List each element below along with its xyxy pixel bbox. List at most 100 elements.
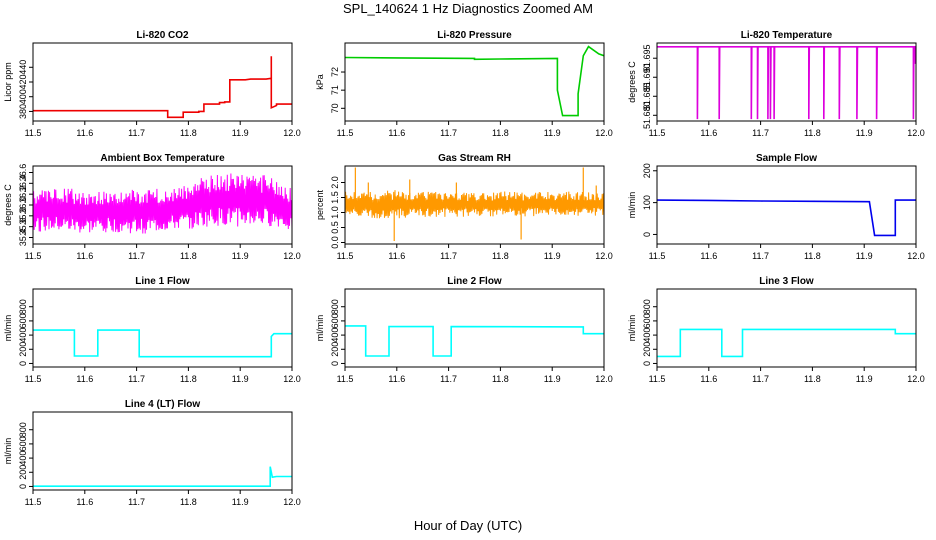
panel-title: Sample Flow xyxy=(756,153,817,164)
y-tick-label: 600 xyxy=(18,313,28,328)
x-tick-label: 11.9 xyxy=(232,497,249,507)
y-tick-label: 35.8 xyxy=(18,207,28,225)
y-tick-label: 36.0 xyxy=(18,196,28,214)
series-line xyxy=(345,325,604,357)
y-tick-label: 1.0 xyxy=(330,206,340,219)
x-tick-label: 11.8 xyxy=(804,374,821,384)
y-tick-label: 0 xyxy=(642,232,652,237)
panel-rh: Gas Stream RH 11.5 11.6 11.7 11.8 11.9 12.0 0.0… xyxy=(315,153,613,261)
x-tick-label: 11.7 xyxy=(752,128,769,138)
x-tick-label: 11.7 xyxy=(440,251,457,261)
plot-frame xyxy=(32,288,293,368)
y-tick-label: 35.6 xyxy=(18,218,28,236)
y-tick-label: 200 xyxy=(330,342,340,357)
y-axis-label: ml/min xyxy=(627,192,637,219)
x-tick-label: 11.8 xyxy=(180,497,197,507)
plot-frame xyxy=(656,288,917,368)
x-tick-label: 11.5 xyxy=(25,374,42,384)
panel-line2: Line 2 Flow 11.5 11.6 11.7 11.8 11.9 12.0 0 2004… xyxy=(315,276,613,384)
x-tick-label: 12.0 xyxy=(595,374,613,384)
y-tick-label: 600 xyxy=(642,313,652,328)
x-tick-label: 11.5 xyxy=(337,374,354,384)
y-axis-label: ml/min xyxy=(3,438,13,465)
figure-title: SPL_140624 1 Hz Diagnostics Zoomed AM xyxy=(343,1,593,16)
x-tick-label: 11.7 xyxy=(752,374,769,384)
y-tick-label: 800 xyxy=(330,299,340,314)
panel-title: Line 1 Flow xyxy=(135,276,190,287)
y-tick-label: 51.680 xyxy=(642,102,652,130)
y-tick-label: 600 xyxy=(330,313,340,328)
x-tick-label: 11.5 xyxy=(649,251,666,261)
x-tick-label: 11.7 xyxy=(440,374,457,384)
x-tick-label: 12.0 xyxy=(283,497,301,507)
y-axis-label: degrees C xyxy=(3,184,13,226)
x-tick-label: 11.5 xyxy=(337,128,354,138)
panel-title: Li-820 CO2 xyxy=(136,30,189,41)
x-tick-label: 11.8 xyxy=(492,128,509,138)
x-tick-label: 11.6 xyxy=(388,251,405,261)
series-band xyxy=(345,190,604,219)
panel-title: Line 2 Flow xyxy=(447,276,502,287)
y-axis-label: ml/min xyxy=(315,315,325,342)
x-tick-label: 11.5 xyxy=(25,497,42,507)
x-tick-label: 11.8 xyxy=(804,128,821,138)
x-tick-label: 11.6 xyxy=(76,374,93,384)
plot-frame xyxy=(344,42,605,122)
x-tick-label: 11.9 xyxy=(856,128,873,138)
y-tick-label: 800 xyxy=(18,299,28,314)
panel-line1: Line 1 Flow 11.5 11.6 11.7 11.8 11.9 12.0 0 2004… xyxy=(3,276,301,384)
x-tick-label: 11.6 xyxy=(700,374,717,384)
x-tick-label: 11.5 xyxy=(337,251,354,261)
x-tick-label: 11.5 xyxy=(25,251,42,261)
y-tick-label: 0 xyxy=(18,484,28,489)
x-tick-label: 11.8 xyxy=(492,374,509,384)
panel-line4: Line 4 (LT) Flow 11.5 11.6 11.7 11.8 11.9 12.0… xyxy=(3,399,301,507)
series-line xyxy=(33,329,292,358)
x-tick-label: 11.8 xyxy=(180,251,197,261)
series-line xyxy=(657,45,916,120)
x-tick-label: 12.0 xyxy=(907,374,925,384)
x-tick-label: 11.6 xyxy=(76,128,93,138)
x-tick-label: 11.7 xyxy=(752,251,769,261)
panel-title: Li-820 Temperature xyxy=(741,30,833,41)
x-tick-label: 11.7 xyxy=(128,374,145,384)
y-tick-label: 400 xyxy=(18,328,28,343)
x-tick-label: 12.0 xyxy=(907,128,925,138)
y-tick-label: 0.0 xyxy=(330,236,340,249)
x-tick-label: 11.9 xyxy=(856,251,873,261)
y-tick-label: 200 xyxy=(18,465,28,480)
plot-frame xyxy=(344,165,605,245)
x-tick-label: 11.7 xyxy=(128,128,145,138)
x-tick-label: 11.8 xyxy=(804,251,821,261)
y-tick-label: 800 xyxy=(642,299,652,314)
y-tick-label: 36.4 xyxy=(18,175,28,193)
y-tick-label: 35.4 xyxy=(18,229,28,247)
y-tick-label: 0.5 xyxy=(330,221,340,234)
y-tick-label: 51.690 xyxy=(642,63,652,91)
x-tick-label: 11.8 xyxy=(492,251,509,261)
y-tick-label: 200 xyxy=(642,163,652,178)
series-line xyxy=(345,45,604,117)
y-tick-label: 400 xyxy=(18,89,28,104)
x-tick-label: 11.8 xyxy=(180,374,197,384)
y-tick-label: 0 xyxy=(330,361,340,366)
x-tick-label: 11.9 xyxy=(544,128,561,138)
panel-licor_temp: Li-820 Temperature 11.5 11.6 11.7 11.8 11.9 12… xyxy=(627,30,925,138)
panel-sample_flow: Sample Flow 11.5 11.6 11.7 11.8 11.9 12.0 0 100 2… xyxy=(627,153,925,261)
x-tick-label: 12.0 xyxy=(283,374,301,384)
y-tick-label: 72 xyxy=(330,67,340,77)
x-tick-label: 11.8 xyxy=(180,128,197,138)
x-tick-label: 11.7 xyxy=(128,251,145,261)
y-tick-label: 2.0 xyxy=(330,176,340,189)
plot-frame xyxy=(32,411,293,491)
y-tick-label: 36.6 xyxy=(18,164,28,182)
y-tick-label: 70 xyxy=(330,103,340,113)
y-tick-label: 200 xyxy=(18,342,28,357)
series-line xyxy=(33,56,292,119)
series-line xyxy=(33,466,292,488)
y-tick-label: 800 xyxy=(18,422,28,437)
figure-x-axis-label: Hour of Day (UTC) xyxy=(414,518,522,533)
x-tick-label: 11.6 xyxy=(76,497,93,507)
x-tick-label: 11.9 xyxy=(544,374,561,384)
